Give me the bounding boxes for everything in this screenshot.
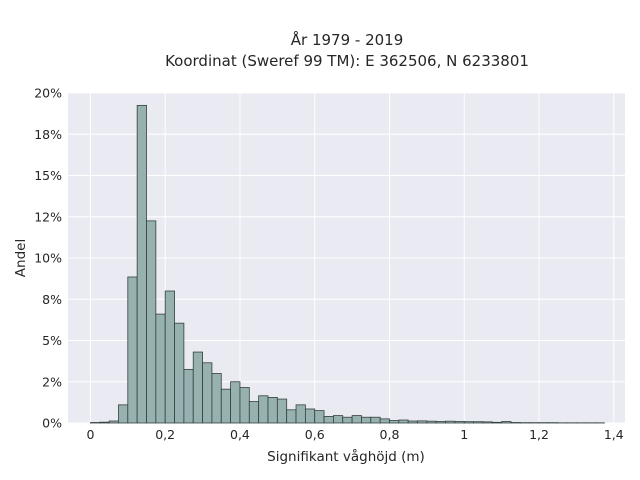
histogram-bar xyxy=(220,388,232,424)
histogram-bar xyxy=(118,404,129,424)
histogram-bar xyxy=(99,421,110,424)
histogram-bar xyxy=(295,404,306,424)
histogram-bar xyxy=(164,290,175,424)
y-tick-label: 2% xyxy=(42,374,62,389)
x-tick-label: 1 xyxy=(460,427,468,442)
histogram-bar xyxy=(454,421,465,424)
histogram-bar xyxy=(136,104,147,424)
histogram-bar xyxy=(482,421,493,424)
y-tick-label: 20% xyxy=(34,86,62,101)
y-tick-label: 18% xyxy=(34,127,62,142)
histogram-bar xyxy=(323,415,334,424)
histogram-bar xyxy=(445,420,456,424)
y-tick-label: 8% xyxy=(42,292,62,307)
histogram-bar xyxy=(426,420,437,424)
histogram-bar xyxy=(127,276,138,424)
x-tick-label: 1,2 xyxy=(529,427,549,442)
histogram-bar xyxy=(501,421,512,424)
y-tick-label: 15% xyxy=(34,168,62,183)
histogram-bar xyxy=(267,397,278,424)
y-tick-label: 0% xyxy=(42,416,62,431)
histogram-bar xyxy=(146,220,157,424)
y-axis-label: Andel xyxy=(13,239,29,277)
chart-title-line2: Koordinat (Sweref 99 TM): E 362506, N 62… xyxy=(165,52,529,70)
histogram-bar xyxy=(108,420,119,424)
histogram-bar xyxy=(211,373,222,424)
x-tick-label: 0,6 xyxy=(305,427,325,442)
histogram-bar xyxy=(258,395,269,424)
histogram-bar xyxy=(248,401,260,424)
histogram-bar xyxy=(342,416,353,424)
histogram-bar xyxy=(155,313,166,424)
y-tick-label: 10% xyxy=(34,251,62,266)
histogram-bar xyxy=(417,420,428,424)
histogram-bar xyxy=(304,408,316,424)
histogram-bar xyxy=(398,419,409,424)
histogram-bar xyxy=(239,387,250,424)
histogram-bar xyxy=(276,398,288,424)
histogram-bar xyxy=(407,420,418,424)
histogram-bar xyxy=(202,362,213,424)
histogram-bar xyxy=(379,418,390,424)
histogram-bar xyxy=(435,421,446,424)
y-tick-label: 12% xyxy=(34,209,62,224)
x-axis-label: Signifikant våghöjd (m) xyxy=(267,448,425,465)
histogram-bar xyxy=(473,421,484,424)
y-tick-labels: 0% 2% 5% 8% 10% 12% 15% 18% 20% xyxy=(34,86,62,431)
histogram-bar xyxy=(333,415,344,424)
x-tick-label: 1,4 xyxy=(604,427,624,442)
histogram-bar xyxy=(463,421,475,424)
histogram-bar xyxy=(183,368,194,424)
histogram-bar xyxy=(491,421,503,424)
histogram-bar xyxy=(389,420,400,424)
histogram-bar xyxy=(192,351,203,424)
x-tick-label: 0,2 xyxy=(155,427,175,442)
x-tick-label: 0,8 xyxy=(380,427,400,442)
chart-title-line1: År 1979 - 2019 xyxy=(291,30,404,49)
histogram-bar xyxy=(370,416,381,424)
histogram-bar xyxy=(174,322,185,424)
x-tick-label: 0,4 xyxy=(230,427,250,442)
x-tick-labels: 0 0,2 0,4 0,6 0,8 1 1,2 1,4 xyxy=(86,427,623,442)
y-tick-label: 5% xyxy=(42,333,62,348)
histogram-bar xyxy=(314,410,325,424)
histogram-bar xyxy=(361,416,372,424)
histogram-bar xyxy=(351,415,362,424)
histogram-bars xyxy=(90,104,605,424)
histogram-bar xyxy=(286,409,297,424)
histogram-bar xyxy=(230,381,241,424)
x-tick-label: 0 xyxy=(86,427,94,442)
